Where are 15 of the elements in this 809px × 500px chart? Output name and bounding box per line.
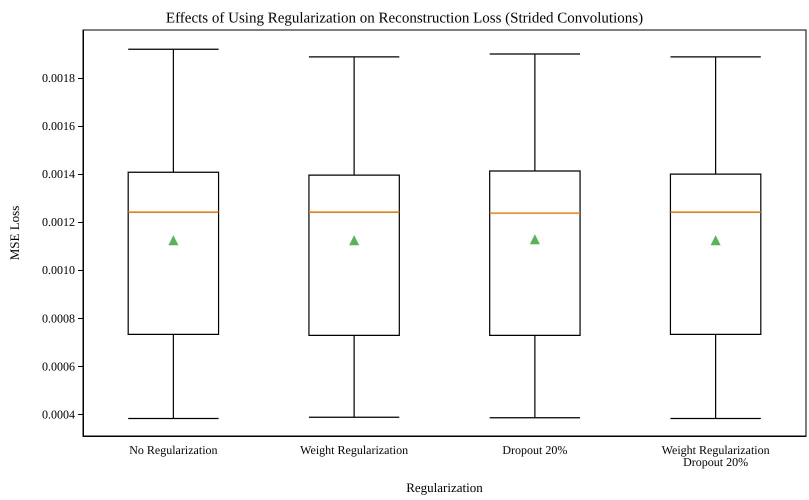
x-tick-label: Weight Regularization: [300, 443, 408, 457]
x-tick-label: No Regularization: [129, 443, 218, 457]
y-axis-title: MSE Loss: [7, 206, 22, 260]
x-tick-label: Weight Regularization Dropout 20%: [662, 443, 770, 469]
y-tick-label: 0.0014: [42, 167, 75, 182]
y-tick-label: 0.0016: [42, 119, 75, 134]
x-tick-label: Dropout 20%: [502, 443, 568, 457]
x-axis-title: Regularization: [406, 480, 484, 495]
y-tick-label: 0.0012: [42, 215, 75, 230]
y-tick-label: 0.0018: [42, 71, 75, 86]
y-tick-label: 0.0008: [42, 311, 75, 326]
y-tick-label: 0.0004: [42, 407, 75, 422]
chart-title: Effects of Using Regularization on Reconstruction Loss (Strided Convolutions): [166, 10, 644, 26]
y-tick-label: 0.0010: [42, 263, 75, 278]
y-tick-label: 0.0006: [42, 359, 75, 374]
